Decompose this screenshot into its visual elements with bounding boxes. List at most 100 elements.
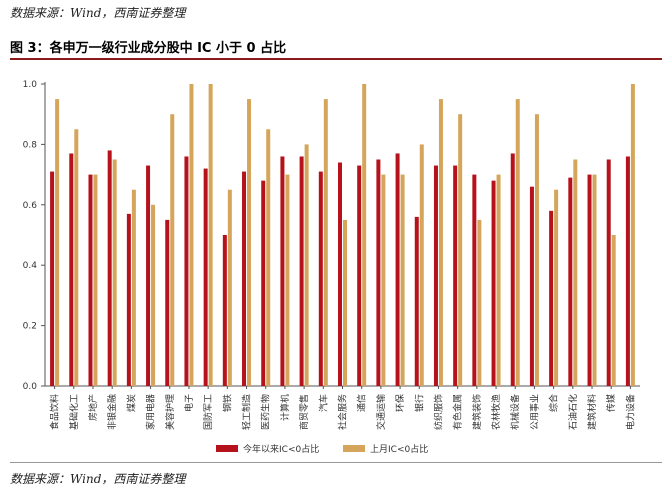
bar-series1 bbox=[625, 156, 630, 386]
x-tick-label: 有色金属 bbox=[452, 394, 464, 430]
bar-series2 bbox=[189, 84, 194, 386]
y-axis: 0.0 0.2 0.4 0.6 0.8 1.0 bbox=[23, 80, 46, 392]
bar-series1 bbox=[357, 165, 362, 386]
title-rule bbox=[10, 58, 662, 60]
bar-series1 bbox=[242, 171, 247, 386]
bar-series1 bbox=[414, 216, 419, 386]
x-tick-label: 建筑材料 bbox=[586, 394, 598, 430]
x-tick-label: 汽车 bbox=[317, 394, 329, 412]
bar-series1 bbox=[606, 159, 611, 386]
bar-series1 bbox=[280, 156, 285, 386]
legend-swatch-series1 bbox=[216, 445, 238, 452]
bar-series2 bbox=[362, 84, 367, 386]
bar-series2 bbox=[496, 174, 501, 386]
bar-series2 bbox=[458, 114, 463, 386]
x-tick-label: 房地产 bbox=[87, 394, 99, 421]
bar-series1 bbox=[88, 174, 93, 386]
x-tick-label: 建筑装饰 bbox=[471, 394, 483, 430]
legend-swatch-series2 bbox=[343, 445, 365, 452]
x-tick-label: 食品饮料 bbox=[49, 394, 61, 430]
bar-series1 bbox=[587, 174, 592, 386]
legend: 今年以来IC<0占比 上月IC<0占比 bbox=[216, 443, 428, 455]
bar-series2 bbox=[266, 129, 271, 387]
bar-series2 bbox=[477, 219, 482, 386]
x-tick-label: 机械设备 bbox=[509, 394, 521, 430]
bar-series2 bbox=[93, 174, 98, 386]
figure-title: 图 3：各申万一级行业成分股中 IC 小于 0 占比 bbox=[10, 41, 287, 56]
bar-series2 bbox=[419, 144, 424, 386]
x-tick-label: 石油石化 bbox=[567, 394, 579, 430]
x-tick-label: 通信 bbox=[356, 394, 368, 412]
y-tick-label: 0.0 bbox=[23, 382, 38, 392]
x-tick-label: 社会服务 bbox=[337, 394, 349, 430]
x-tick-label: 银行 bbox=[413, 394, 425, 412]
bar-series2 bbox=[208, 84, 213, 386]
x-tick-label: 基础化工 bbox=[68, 394, 80, 430]
bar-series2 bbox=[611, 235, 616, 386]
bar-series2 bbox=[285, 174, 290, 386]
bar-series1 bbox=[107, 150, 112, 386]
bar-series1 bbox=[222, 235, 227, 386]
x-tick-label: 公用事业 bbox=[528, 394, 540, 430]
bar-series1 bbox=[261, 180, 266, 386]
bar-series2 bbox=[554, 189, 559, 386]
bar-series1 bbox=[491, 180, 496, 386]
x-tick-label: 煤炭 bbox=[125, 394, 137, 412]
bar-series1 bbox=[376, 159, 381, 386]
bar-series1 bbox=[146, 165, 151, 386]
x-tick-label: 电力设备 bbox=[624, 394, 636, 430]
bar-series1 bbox=[549, 210, 554, 386]
x-tick-label: 轻工制造 bbox=[241, 394, 253, 430]
bar-series1 bbox=[453, 165, 458, 386]
bar-series2 bbox=[592, 174, 597, 386]
bars-group bbox=[50, 84, 635, 387]
bar-series1 bbox=[568, 177, 573, 386]
x-axis bbox=[45, 385, 640, 389]
x-tick-label: 美容护理 bbox=[164, 394, 176, 430]
bar-series2 bbox=[131, 189, 136, 386]
source-note-bottom: 数据来源：Wind，西南证券整理 bbox=[10, 472, 186, 486]
x-tick-labels: 食品饮料 基础化工 房地产 非银金融 煤炭 家用电器 美容护理 电子 国防军工 钢铁 轻工制造 医药生… bbox=[49, 394, 637, 430]
bar-series2 bbox=[400, 174, 405, 386]
y-tick-label: 1.0 bbox=[23, 80, 38, 90]
bar-series2 bbox=[112, 159, 117, 386]
x-tick-label: 交通运输 bbox=[375, 394, 387, 430]
bar-series1 bbox=[472, 174, 477, 386]
bar-series1 bbox=[184, 156, 189, 386]
bar-series2 bbox=[304, 144, 309, 386]
legend-label-series1: 今年以来IC<0占比 bbox=[243, 443, 319, 455]
bar-series1 bbox=[529, 186, 534, 386]
x-tick-label: 医药生物 bbox=[260, 394, 272, 430]
x-tick-label: 计算机 bbox=[279, 394, 291, 421]
bar-series1 bbox=[50, 171, 55, 386]
bar-series2 bbox=[151, 204, 156, 386]
bar-series1 bbox=[433, 165, 438, 386]
bar-series1 bbox=[395, 153, 400, 386]
x-tick-label: 商贸零售 bbox=[298, 394, 310, 430]
bar-series1 bbox=[165, 219, 170, 386]
bar-series1 bbox=[203, 168, 208, 386]
source-note-top: 数据来源：Wind，西南证券整理 bbox=[10, 6, 186, 20]
x-tick-label: 传媒 bbox=[605, 394, 617, 412]
bar-series2 bbox=[343, 219, 347, 386]
bar-series2 bbox=[534, 114, 539, 386]
bar-series2 bbox=[573, 159, 578, 386]
bar-series2 bbox=[170, 114, 175, 386]
x-tick-label: 综合 bbox=[548, 394, 560, 412]
bar-series1 bbox=[69, 153, 74, 386]
x-tick-label: 电子 bbox=[183, 394, 195, 412]
y-tick-label: 0.4 bbox=[23, 261, 38, 271]
x-tick-label: 钢铁 bbox=[221, 394, 233, 412]
bar-series2 bbox=[438, 99, 443, 386]
bar-series2 bbox=[74, 129, 79, 387]
bar-series2 bbox=[323, 99, 328, 386]
bar-series1 bbox=[318, 171, 323, 386]
bar-series2 bbox=[381, 174, 386, 386]
y-tick-label: 0.6 bbox=[23, 201, 38, 211]
y-tick-label: 0.2 bbox=[23, 322, 37, 332]
bar-series1 bbox=[510, 153, 515, 386]
bar-series1 bbox=[338, 162, 342, 386]
x-tick-label: 环保 bbox=[394, 394, 406, 412]
x-tick-label: 国防军工 bbox=[202, 394, 214, 430]
